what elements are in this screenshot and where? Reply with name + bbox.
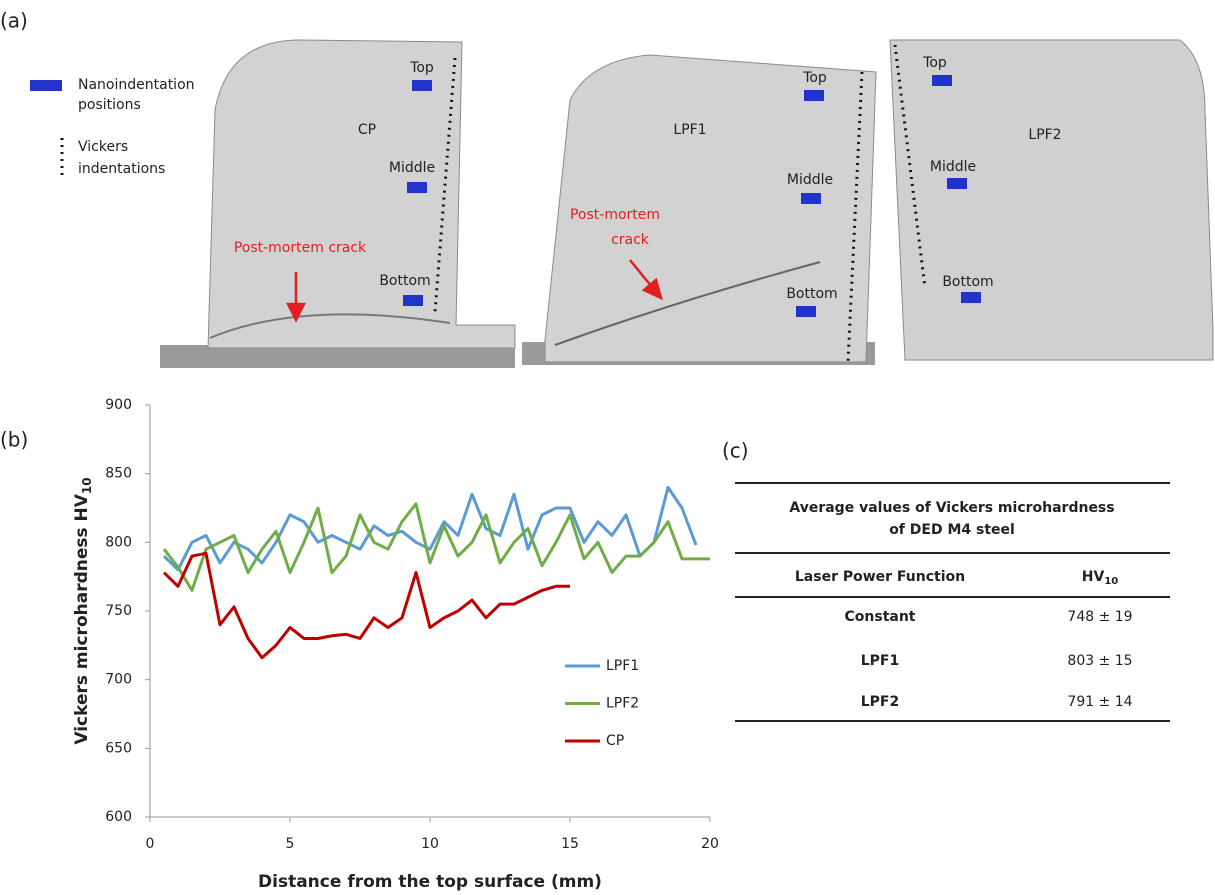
- x-tick-label: 10: [421, 836, 439, 852]
- panel-label: (a): [0, 9, 28, 33]
- vickers-line: [433, 57, 457, 313]
- position-label: Bottom: [942, 274, 993, 290]
- column-header-sub: 10: [1104, 576, 1118, 587]
- column-header-text: HV: [1082, 569, 1105, 585]
- position-label: Top: [409, 60, 434, 76]
- specimen: [207, 39, 516, 349]
- table-title: Average values of Vickers microhardness: [789, 500, 1114, 516]
- position-label: Bottom: [786, 286, 837, 302]
- y-tick-label: 900: [105, 397, 132, 413]
- nano-marker: [407, 182, 427, 193]
- specimen: [544, 54, 877, 363]
- crack-label: crack: [611, 232, 650, 248]
- y-axis-title-sub: 10: [80, 477, 94, 494]
- crack-label: Post-mortem: [570, 207, 660, 223]
- legend-text: Nanoindentation: [78, 77, 195, 93]
- nano-marker: [961, 292, 981, 303]
- position-label: Top: [922, 55, 947, 71]
- panel-label: (c): [722, 439, 749, 463]
- x-tick-label: 20: [701, 836, 719, 852]
- arrows: [285, 259, 663, 323]
- y-tick-label: 850: [105, 466, 132, 482]
- micrographs: [30, 39, 1214, 368]
- series-line: [162, 502, 710, 592]
- sample-name: LPF2: [1028, 127, 1061, 143]
- row-name: LPF2: [861, 694, 900, 710]
- table-rules: [735, 482, 1170, 722]
- position-label: Top: [802, 70, 827, 86]
- legend-text: positions: [78, 97, 141, 113]
- column-header: HV10: [1082, 569, 1119, 587]
- nano-marker: [804, 90, 824, 101]
- sample-name: CP: [358, 122, 376, 138]
- nano-marker: [947, 178, 967, 189]
- crack: [209, 313, 451, 339]
- series-line: [162, 551, 570, 660]
- nano-marker: [796, 306, 816, 317]
- table-rows: Constant 748 ± 19 LPF1 803 ± 15 LPF2 791 ± 14: [845, 609, 1133, 710]
- legend-label: LPF1: [606, 658, 639, 674]
- vickers-lines: [60, 44, 927, 363]
- x-tick-label: 15: [561, 836, 579, 852]
- y-tick-label: 800: [105, 534, 132, 550]
- crack-label: Post-mortem crack: [234, 240, 367, 256]
- arrow-head: [285, 302, 307, 323]
- arrow: [629, 259, 653, 288]
- position-label: Bottom: [379, 273, 430, 289]
- y-tick-label: 650: [105, 740, 132, 756]
- arrow-head: [641, 277, 663, 301]
- column-header: Laser Power Function: [795, 569, 965, 585]
- position-label: Middle: [787, 172, 833, 188]
- y-tick-label: 750: [105, 603, 132, 619]
- x-axis-title: Distance from the top surface (mm): [258, 872, 602, 892]
- x-tick-label: 5: [286, 836, 295, 852]
- y-tick-label: 700: [105, 672, 132, 688]
- legend-nano-icon: [30, 80, 62, 91]
- nano-marker: [932, 75, 952, 86]
- row-name: Constant: [845, 609, 916, 625]
- row-value: 803 ± 15: [1067, 653, 1132, 669]
- row-name: LPF1: [861, 653, 900, 669]
- y-axis-title: Vickers microhardness HV10: [72, 477, 94, 744]
- legend-label: LPF2: [606, 696, 639, 712]
- legend-text: indentations: [78, 161, 165, 177]
- row-value: 791 ± 14: [1067, 694, 1132, 710]
- specimen: [889, 39, 1214, 361]
- position-label: Middle: [389, 160, 435, 176]
- y-tick-label: 600: [105, 809, 132, 825]
- table-title: of DED M4 steel: [889, 522, 1015, 538]
- vickers-line: [893, 44, 927, 289]
- y-axis-title-text: Vickers microhardness HV: [72, 493, 92, 744]
- legend-text: Vickers: [78, 139, 128, 155]
- plot: 600 650 700 750 800 850 900 0 5 10 15 20 LPF1 LPF2 CP: [105, 397, 719, 852]
- nano-marker: [403, 295, 423, 306]
- nano-markers: [30, 75, 981, 317]
- nano-marker: [801, 193, 821, 204]
- sample-name: LPF1: [673, 122, 706, 138]
- panel-label: (b): [0, 428, 28, 452]
- position-label: Middle: [930, 159, 976, 175]
- legend-label: CP: [606, 733, 624, 749]
- nano-marker: [412, 80, 432, 91]
- row-value: 748 ± 19: [1067, 609, 1132, 625]
- base-plate: [160, 345, 515, 368]
- crack: [554, 261, 821, 346]
- series-line: [162, 485, 698, 572]
- x-tick-label: 0: [146, 836, 155, 852]
